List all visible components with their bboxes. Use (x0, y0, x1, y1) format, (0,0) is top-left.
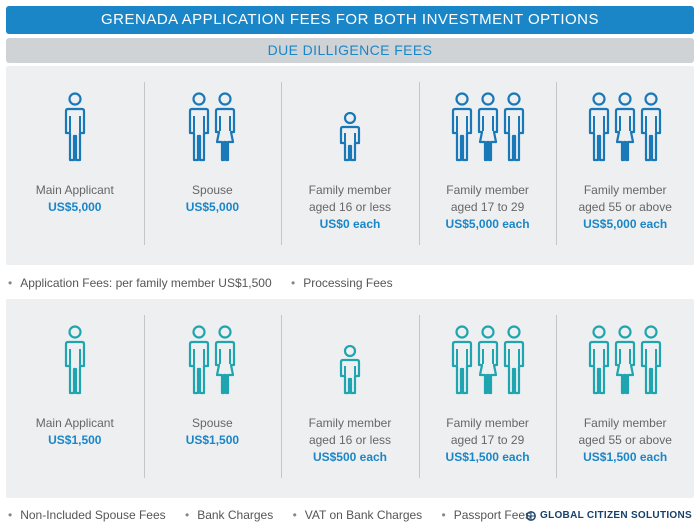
globe-icon (526, 510, 536, 521)
man-icon (639, 92, 663, 162)
man-icon (63, 325, 87, 395)
fees-note-2: • Non-Included Spouse Fees • Bank Charges … (8, 508, 532, 522)
fee-label: Family member (583, 183, 667, 197)
woman-icon (213, 325, 237, 395)
fee-amount: US$5,000 (185, 200, 240, 214)
fee-label: Family member (446, 183, 529, 197)
man-icon (587, 325, 611, 395)
child-icon (338, 345, 362, 395)
man-icon (450, 325, 474, 395)
fee-amount: US$5,000 each (445, 217, 530, 231)
woman-icon (213, 92, 237, 162)
fee-amount: US$0 each (319, 217, 381, 231)
fee-label-age: aged 16 or less (308, 200, 392, 214)
man-icon (639, 325, 663, 395)
man-icon (502, 325, 526, 395)
fee-column-family-16-or-less: Family member aged 16 or less US$0 each (281, 66, 419, 265)
fee-column-main-applicant: Main Applicant US$5,000 (6, 66, 144, 265)
fee-label-age: aged 55 or above (578, 433, 672, 447)
fee-label: Spouse (192, 183, 233, 197)
man-icon (187, 92, 211, 162)
fee-label: Spouse (192, 416, 233, 430)
fee-label: Family member (308, 183, 392, 197)
fee-label-age: aged 17 to 29 (450, 200, 525, 214)
note-item: Passport Fees (453, 508, 532, 522)
note-item: Non-Included Spouse Fees (20, 508, 166, 522)
fee-label: Family member (446, 416, 529, 430)
fee-label-age: aged 16 or less (308, 433, 392, 447)
fee-amount: US$1,500 each (445, 450, 530, 464)
note-item: VAT on Bank Charges (304, 508, 423, 522)
woman-icon (613, 92, 637, 162)
page-title: GRENADA APPLICATION FEES FOR BOTH INVEST… (6, 6, 694, 34)
man-icon (587, 92, 611, 162)
fee-label-age: aged 55 or above (578, 200, 672, 214)
fee-amount: US$500 each (312, 450, 388, 464)
brand-name: GLOBAL CITIZEN SOLUTIONS (539, 510, 692, 521)
fees-note-1: • Application Fees: per family member US$… (8, 276, 393, 290)
fee-column-spouse: Spouse US$5,000 (143, 66, 282, 265)
fee-amount: US$5,000 (48, 200, 102, 214)
fee-label: Main Applicant (35, 416, 114, 430)
child-icon (338, 112, 362, 162)
man-icon (187, 325, 211, 395)
man-icon (63, 92, 87, 162)
woman-icon (476, 92, 500, 162)
fee-label: Family member (583, 416, 667, 430)
fee-column-family-17-to-29: Family member aged 17 to 29 US$5,000 eac… (418, 66, 557, 265)
note-item: Bank Charges (197, 508, 274, 522)
man-icon (502, 92, 526, 162)
woman-icon (613, 325, 637, 395)
fee-amount: US$1,500 (48, 433, 102, 447)
fee-amount: US$1,500 each (583, 450, 668, 464)
woman-icon (476, 325, 500, 395)
fee-label-age: aged 17 to 29 (450, 433, 525, 447)
fee-amount: US$1,500 (185, 433, 240, 447)
fee-column-family-55-or-above: Family member aged 55 or above US$1,500 … (556, 299, 694, 498)
fee-column-main-applicant: Main Applicant US$1,500 (6, 299, 144, 498)
fee-column-family-55-or-above: Family member aged 55 or above US$5,000 … (556, 66, 694, 265)
brand-logo: GLOBAL CITIZEN SOLUTIONS (526, 510, 692, 521)
man-icon (450, 92, 474, 162)
section-subtitle: DUE DILLIGENCE FEES (6, 38, 694, 63)
fee-column-spouse: Spouse US$1,500 (143, 299, 282, 498)
application-fees-panel: Main Applicant US$1,500 Spouse US$1,500 … (6, 299, 694, 498)
fee-column-family-17-to-29: Family member aged 17 to 29 US$1,500 eac… (418, 299, 557, 498)
fee-amount: US$5,000 each (583, 217, 668, 231)
fee-label: Family member (308, 416, 392, 430)
fee-label: Main Applicant (35, 183, 114, 197)
note-item: Processing Fees (303, 276, 393, 290)
due-diligence-panel: Main Applicant US$5,000 Spouse US$5,000 … (6, 66, 694, 265)
note-item: Application Fees: per family member US$1… (20, 276, 272, 290)
fee-column-family-16-or-less: Family member aged 16 or less US$500 eac… (281, 299, 419, 498)
